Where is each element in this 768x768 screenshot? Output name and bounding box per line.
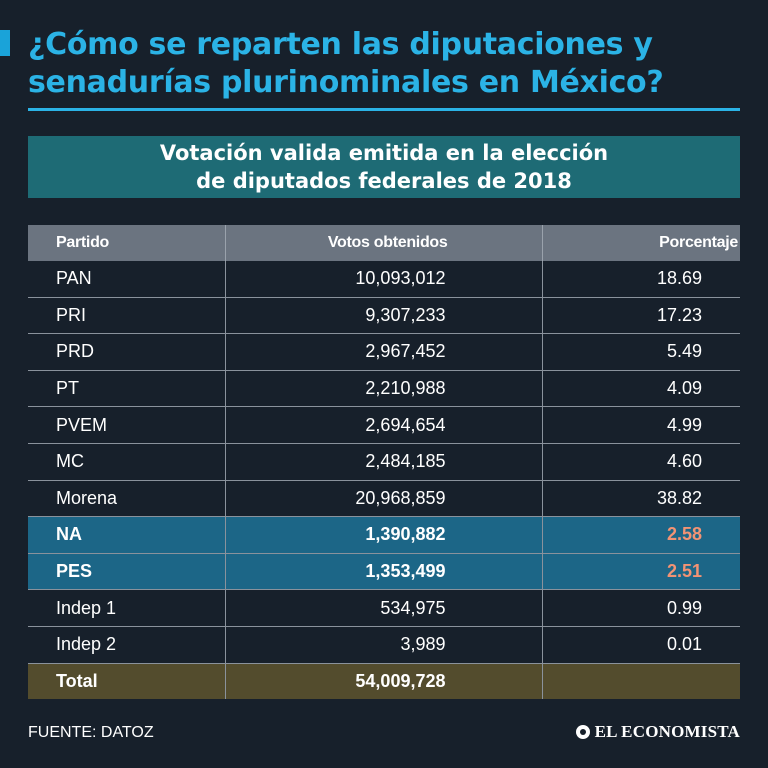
table-row: PRD 2,967,452 5.49: [28, 333, 740, 371]
percent-cell: 38.82: [541, 480, 740, 518]
party-cell: Morena: [28, 480, 225, 518]
table-row: Morena 20,968,859 38.82: [28, 480, 740, 518]
votes-cell: 2,967,452: [224, 333, 542, 371]
party-cell: Indep 2: [28, 626, 225, 664]
percent-cell: 2.51: [541, 553, 740, 591]
table-row: PRI 9,307,233 17.23: [28, 297, 740, 335]
table-row-highlighted: NA 1,390,882 2.58: [28, 516, 740, 554]
percent-cell: 0.01: [541, 626, 740, 664]
votes-table: Partido Votos obtenidos Porcentaje PAN 1…: [28, 225, 740, 700]
votes-cell: 2,694,654: [224, 406, 542, 444]
votes-cell: 1,390,882: [224, 516, 542, 554]
table-row: Indep 2 3,989 0.01: [28, 626, 740, 664]
party-cell: Indep 1: [28, 589, 225, 627]
party-cell: PAN: [28, 261, 225, 298]
table-row: Indep 1 534,975 0.99: [28, 589, 740, 627]
table-row: PAN 10,093,012 18.69: [28, 261, 740, 298]
percent-cell: 5.49: [541, 333, 740, 371]
votes-cell: 2,484,185: [224, 443, 542, 481]
party-cell: PVEM: [28, 406, 225, 444]
votes-cell: 10,093,012: [224, 261, 542, 298]
title-accent-bar: [0, 30, 10, 56]
votes-cell: 20,968,859: [224, 480, 542, 518]
subtitle: Votación valida emitida en la elección d…: [159, 141, 609, 193]
votes-cell: 9,307,233: [224, 297, 542, 335]
percent-cell: 17.23: [541, 297, 740, 335]
percent-cell: 18.69: [541, 261, 740, 298]
percent-cell: 4.60: [541, 443, 740, 481]
header-percent: Porcentaje: [541, 225, 740, 261]
brand-circle-icon: [575, 725, 590, 739]
table-row-highlighted: PES 1,353,499 2.51: [28, 553, 740, 591]
total-percent: [541, 663, 740, 700]
table-row: PVEM 2,694,654 4.99: [28, 406, 740, 444]
subtitle-banner: Votación valida emitida en la elección d…: [28, 136, 740, 198]
percent-cell: 4.09: [541, 370, 740, 408]
title-divider: [28, 108, 740, 111]
votes-cell: 534,975: [224, 589, 542, 627]
total-votes: 54,009,728: [224, 663, 542, 700]
table-row: MC 2,484,185 4.60: [28, 443, 740, 481]
percent-cell: 0.99: [541, 589, 740, 627]
table-row: PT 2,210,988 4.09: [28, 370, 740, 408]
source-note: FUENTE: DATOZ: [28, 724, 154, 741]
brand-logo: EL ECONOMISTA: [575, 722, 740, 742]
header-votes: Votos obtenidos: [224, 225, 542, 261]
party-cell: PES: [28, 553, 225, 591]
votes-cell: 1,353,499: [224, 553, 542, 591]
party-cell: PRI: [28, 297, 225, 335]
total-label: Total: [28, 663, 225, 700]
party-cell: NA: [28, 516, 225, 554]
header-party: Partido: [28, 225, 225, 261]
percent-cell: 2.58: [541, 516, 740, 554]
page-title: ¿Cómo se reparten las diputaciones y sen…: [28, 27, 664, 100]
party-cell: PRD: [28, 333, 225, 371]
brand-name: EL ECONOMISTA: [594, 722, 740, 741]
party-cell: PT: [28, 370, 225, 408]
votes-cell: 2,210,988: [224, 370, 542, 408]
party-cell: MC: [28, 443, 225, 481]
votes-cell: 3,989: [224, 626, 542, 664]
table-header-row: Partido Votos obtenidos Porcentaje: [28, 225, 740, 261]
table-total-row: Total 54,009,728: [28, 663, 740, 700]
percent-cell: 4.99: [541, 406, 740, 444]
